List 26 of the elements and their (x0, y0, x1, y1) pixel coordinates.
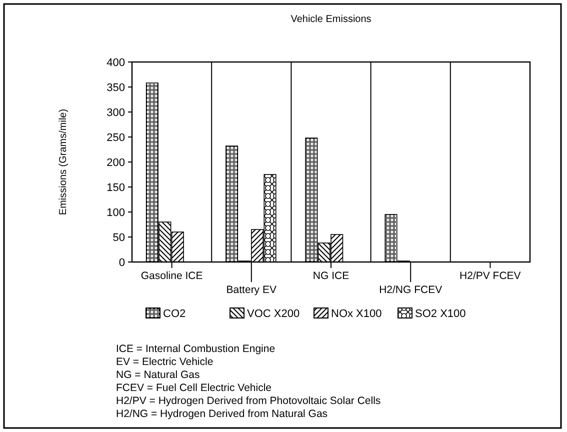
text: H2/NG = Hydrogen Derived from Natural Gas (116, 408, 328, 420)
y-tick-label: 250 (106, 132, 125, 144)
text: EV = Electric Vehicle (116, 356, 214, 368)
legend-label: VOC X200 (247, 308, 300, 320)
y-tick-label: 350 (106, 82, 125, 94)
y-tick-label: 150 (106, 182, 125, 194)
x-tick-label: Battery EV (226, 284, 276, 296)
text: ICE = Internal Combustion Engine (116, 343, 276, 355)
y-tick-label: 300 (106, 106, 125, 119)
legend-label: SO2 X100 (415, 308, 466, 320)
x-tick-label: NG ICE (312, 270, 350, 282)
y-axis-title: Emissions (Grams/mile) (58, 108, 69, 216)
text: NG = Natural Gas (116, 369, 200, 381)
y-tick-label: 200 (106, 156, 125, 169)
text: FCEV = Fuel Cell Electric Vehicle (116, 382, 272, 394)
x-tick-label: Gasoline ICE (140, 270, 203, 282)
y-tick-label: 0 (118, 256, 125, 269)
y-tick-label: 400 (106, 56, 125, 69)
y-tick-label: 100 (106, 206, 125, 219)
y-tick-label: 50 (112, 232, 125, 244)
legend-label: NOx X100 (331, 308, 382, 320)
chart-title: Vehicle Emissions (290, 14, 372, 25)
x-tick-label: H2/NG FCEV (379, 284, 442, 296)
legend-label: CO2 (163, 308, 186, 320)
text: H2/PV = Hydrogen Derived from Photovoltaic Solar Cells (116, 395, 381, 407)
x-tick-label: H2/PV FCEV (460, 270, 521, 282)
